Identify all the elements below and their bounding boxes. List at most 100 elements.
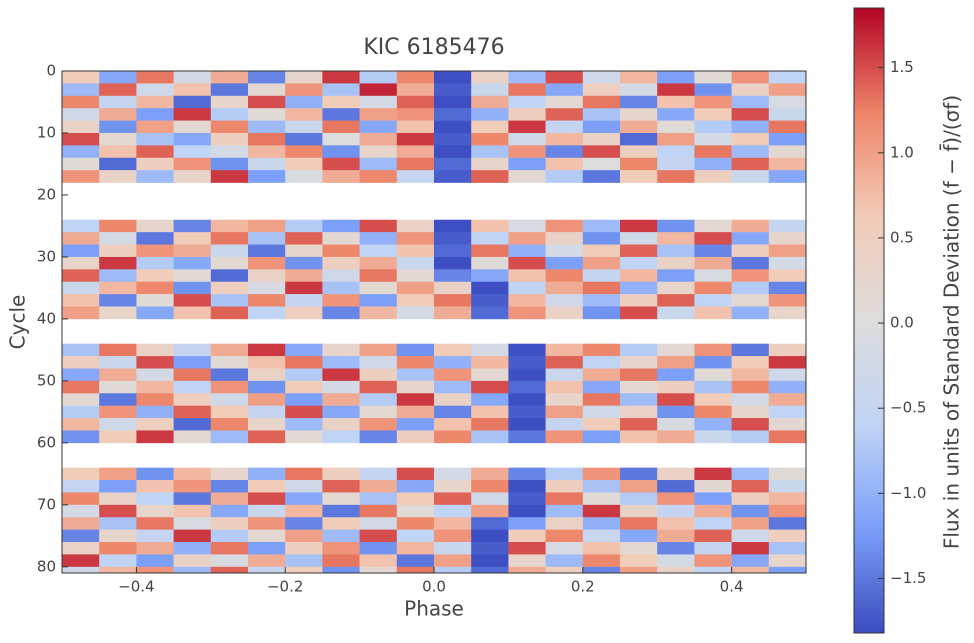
heatmap-cell — [322, 343, 360, 357]
heatmap-cell — [248, 232, 286, 245]
heatmap-cell — [99, 405, 137, 419]
heatmap-cell — [62, 157, 100, 171]
heatmap-cell — [768, 430, 807, 444]
heatmap-cell — [768, 405, 807, 419]
heatmap-cell — [396, 294, 435, 307]
heatmap-cell — [620, 306, 658, 320]
heatmap-cell — [434, 480, 472, 493]
heatmap-cell — [248, 306, 286, 320]
heatmap-cell — [657, 108, 695, 121]
heatmap-cell — [582, 95, 621, 109]
heatmap-cell — [620, 256, 658, 270]
heatmap-cell — [582, 120, 621, 134]
heatmap-cell — [285, 554, 323, 568]
heatmap-cell — [768, 120, 807, 134]
heatmap-cell — [99, 306, 137, 320]
heatmap-cell — [173, 343, 212, 357]
heatmap-cell — [136, 430, 174, 444]
heatmap-cell — [248, 120, 286, 134]
heatmap-cell — [768, 157, 807, 171]
heatmap-cell — [210, 132, 249, 146]
heatmap-cell — [694, 71, 732, 84]
heatmap-cell — [248, 145, 286, 159]
heatmap-cell — [508, 83, 546, 97]
y-tick-label: 70 — [37, 495, 56, 513]
heatmap-cell — [582, 108, 621, 121]
heatmap-cell — [657, 306, 695, 320]
heatmap-cell — [657, 120, 695, 134]
heatmap-cell — [285, 393, 323, 406]
heatmap-cell — [508, 405, 546, 419]
heatmap-cell — [248, 343, 286, 357]
heatmap-cell — [322, 529, 360, 543]
heatmap-cell — [173, 256, 212, 270]
colorbar-tick-label: 1.5 — [890, 58, 914, 76]
heatmap-cell — [545, 157, 584, 171]
heatmap-cell — [210, 430, 249, 444]
heatmap-cell — [434, 120, 472, 134]
heatmap-cell — [359, 95, 398, 109]
heatmap-cell — [210, 232, 249, 245]
heatmap-cell — [434, 430, 472, 444]
heatmap-cell — [657, 529, 695, 543]
heatmap-cell — [731, 430, 770, 444]
heatmap-cell — [582, 405, 621, 419]
heatmap-cell — [359, 554, 398, 568]
heatmap-cell — [62, 467, 100, 481]
heatmap-cell — [471, 492, 509, 506]
heatmap-cell — [582, 132, 621, 146]
heatmap-cell — [359, 120, 398, 134]
heatmap-cell — [434, 157, 472, 171]
heatmap-cell — [545, 368, 584, 382]
heatmap-cell — [396, 157, 435, 171]
heatmap-cell — [136, 294, 174, 307]
heatmap-cell — [620, 157, 658, 171]
heatmap-cell — [99, 480, 137, 493]
heatmap-cell — [508, 108, 546, 121]
heatmap-cell — [173, 566, 212, 574]
heatmap-cell — [396, 542, 435, 555]
heatmap-cell — [173, 418, 212, 431]
heatmap-cell — [694, 467, 732, 481]
heatmap-cell — [508, 157, 546, 171]
heatmap-cell — [434, 566, 472, 574]
heatmap-cell — [173, 71, 212, 84]
heatmap-cell — [285, 108, 323, 121]
heatmap-cell — [396, 281, 435, 295]
heatmap-cell — [731, 281, 770, 295]
heatmap-cell — [62, 132, 100, 146]
heatmap-cell — [396, 256, 435, 270]
heatmap-cell — [545, 294, 584, 307]
heatmap-cell — [285, 294, 323, 307]
heatmap-cell — [136, 95, 174, 109]
heatmap-cell — [545, 380, 584, 394]
heatmap-cell — [694, 232, 732, 245]
heatmap-cell — [582, 480, 621, 493]
heatmap-cell — [620, 467, 658, 481]
heatmap-cell — [508, 95, 546, 109]
heatmap-cell — [173, 356, 212, 369]
heatmap-cell — [62, 492, 100, 506]
heatmap-cell — [173, 83, 212, 97]
heatmap-cell — [471, 566, 509, 574]
heatmap-cell — [545, 529, 584, 543]
y-tick-label: 10 — [37, 123, 56, 141]
colorbar — [853, 7, 885, 634]
heatmap-cell — [62, 566, 100, 574]
heatmap-cell — [173, 281, 212, 295]
heatmap-cell — [285, 157, 323, 171]
heatmap-cell — [731, 157, 770, 171]
heatmap-cell — [768, 517, 807, 530]
heatmap-cell — [62, 529, 100, 543]
heatmap-cell — [285, 430, 323, 444]
heatmap-cell — [62, 542, 100, 555]
heatmap-cell — [396, 529, 435, 543]
heatmap-cell — [359, 157, 398, 171]
heatmap-cell — [359, 269, 398, 283]
heatmap-cell — [434, 244, 472, 258]
heatmap-cell — [136, 170, 174, 183]
heatmap-cell — [210, 405, 249, 419]
heatmap-cell — [210, 356, 249, 369]
heatmap-cell — [694, 281, 732, 295]
heatmap-cell — [248, 71, 286, 84]
